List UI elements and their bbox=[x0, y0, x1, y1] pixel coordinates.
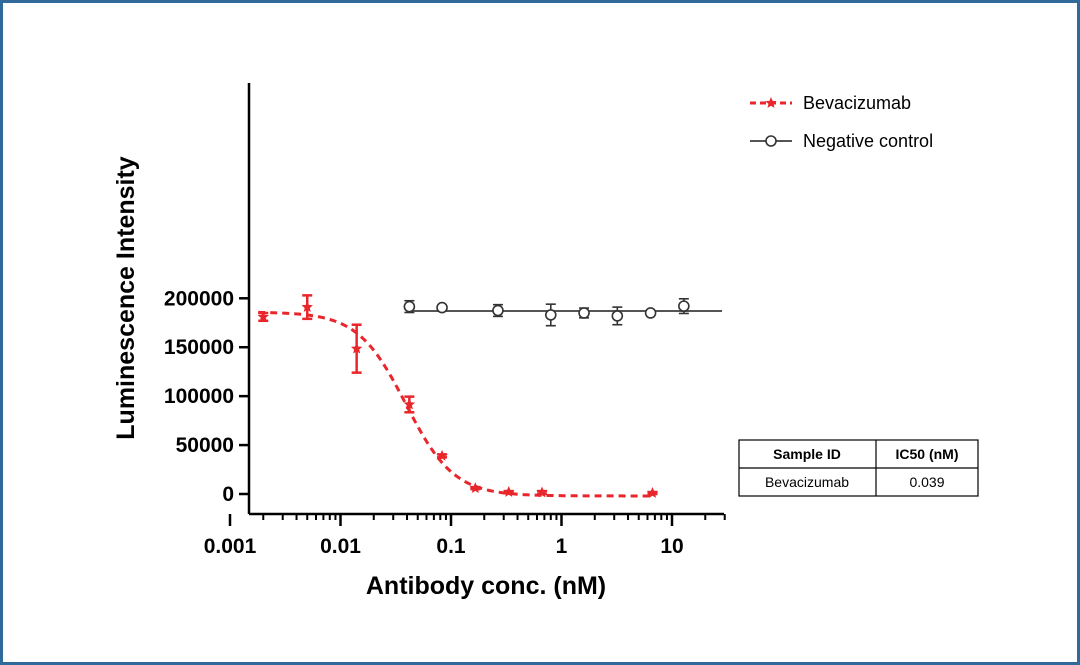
negative-control-point bbox=[436, 301, 448, 314]
x-tick-label: 0.01 bbox=[320, 535, 361, 558]
bevacizumab-point bbox=[257, 310, 269, 322]
negative-control-point bbox=[578, 307, 590, 319]
y-axis-ticks: 0 50000 100000 150000 200000 bbox=[164, 287, 249, 506]
data-points bbox=[257, 294, 690, 498]
bevacizumab-point bbox=[503, 486, 515, 497]
bevacizumab-point bbox=[403, 398, 416, 410]
x-axis-title: Antibody conc. (nM) bbox=[366, 572, 606, 600]
negative-control-point bbox=[492, 304, 504, 317]
legend-bevacizumab-marker bbox=[765, 97, 777, 108]
legend-bevacizumab-label: Bevacizumab bbox=[803, 93, 911, 113]
legend-negative-control-label: Negative control bbox=[803, 131, 933, 151]
y-tick-label: 150000 bbox=[164, 336, 234, 359]
x-tick-label: 0.001 bbox=[204, 535, 257, 558]
ic50-table-cell-ic50: 0.039 bbox=[909, 474, 944, 490]
y-tick-label: 50000 bbox=[176, 434, 234, 457]
bevacizumab-point bbox=[301, 301, 313, 312]
x-tick-label: 1 bbox=[556, 535, 568, 558]
negative-control-point bbox=[644, 307, 657, 319]
bevacizumab-point bbox=[469, 482, 482, 493]
bevacizumab-point bbox=[536, 486, 548, 498]
bevacizumab-point bbox=[646, 487, 659, 498]
ic50-table-cell-sample: Bevacizumab bbox=[765, 474, 849, 490]
y-axis-title: Luminescence Intensity bbox=[112, 156, 140, 440]
negative-control-point bbox=[403, 300, 416, 313]
bevacizumab-point bbox=[350, 342, 363, 354]
y-tick-label: 100000 bbox=[164, 385, 234, 408]
negative-control-point bbox=[544, 309, 557, 321]
legend-negative-control-marker bbox=[765, 135, 777, 147]
bevacizumab-fit-curve bbox=[258, 310, 654, 498]
x-tick-label: 10 bbox=[660, 535, 683, 558]
fit-curve-line bbox=[258, 310, 654, 498]
legend: Bevacizumab Negative control bbox=[750, 93, 933, 151]
x-axis-ticks: 0.001 0.01 0.1 1 10 bbox=[204, 514, 726, 558]
ic50-table-header-sample-id: Sample ID bbox=[773, 446, 841, 462]
y-tick-label: 0 bbox=[222, 483, 234, 506]
x-tick-label: 0.1 bbox=[436, 535, 466, 558]
bevacizumab-point bbox=[436, 449, 448, 461]
ic50-table: Sample ID IC50 (nM) Bevacizumab 0.039 bbox=[738, 439, 979, 497]
negative-control-point bbox=[611, 310, 624, 322]
y-tick-label: 200000 bbox=[164, 287, 234, 310]
negative-control-point bbox=[678, 300, 690, 312]
ic50-table-header-ic50: IC50 (nM) bbox=[896, 446, 959, 462]
